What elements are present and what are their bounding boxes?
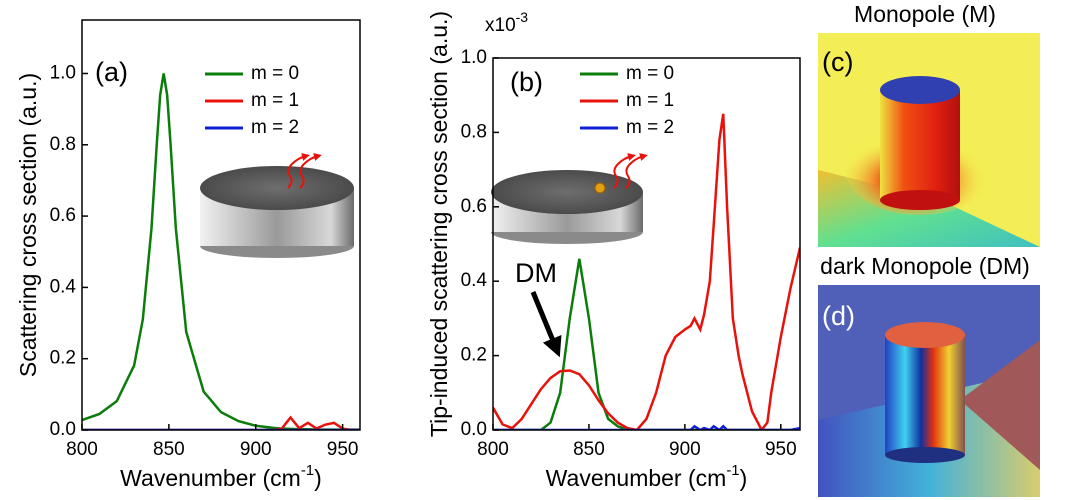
legend-label: m = 2	[626, 117, 674, 138]
y-tick-label: 0.2	[50, 348, 76, 369]
plot-frame	[492, 57, 801, 431]
series-line	[82, 415, 360, 430]
x-tick-label: 900	[240, 439, 272, 460]
panel-label: (d)	[822, 301, 855, 331]
y-tick-label: 0.6	[461, 196, 487, 217]
series-line	[493, 258, 800, 430]
legend-label: m = 2	[251, 117, 299, 138]
x-tick-label: 950	[765, 439, 797, 460]
x-axis-label-part: )	[314, 465, 322, 491]
y-tick-label: 0.8	[50, 134, 76, 155]
series-line	[493, 113, 800, 430]
x-axis-label-part: -1	[726, 462, 739, 479]
x-axis-label-part: Wavenumber (cm	[120, 465, 301, 491]
x-axis-label-part: )	[740, 465, 748, 491]
panel-label: (c)	[822, 47, 853, 77]
panel-label: (b)	[510, 67, 543, 97]
y-tick-label: 0.2	[461, 345, 487, 366]
image-d	[818, 285, 1040, 497]
y-tick-label: 0.8	[461, 121, 487, 142]
x-tick-label: 950	[327, 439, 359, 460]
y-tick-label: 0.4	[461, 270, 488, 291]
y-multiplier: x10-3	[485, 9, 528, 36]
y-tick-label: 1.0	[461, 47, 487, 68]
y-tick-label: 1.0	[50, 62, 76, 83]
y-tick-label: 0.0	[461, 419, 487, 440]
inset-a	[200, 153, 354, 258]
legend-label: m = 1	[626, 90, 674, 111]
x-axis-label-part: Wavenumber (cm	[546, 465, 727, 491]
y-tick-label: 0.6	[50, 205, 76, 226]
charts: m = 0 m = 1 m = 2 800 850 900 950 0.0 0.2 0.4 0.6 0…	[15, 1, 1030, 491]
legend-label: m = 0	[626, 63, 674, 84]
x-tick-label: 900	[669, 439, 701, 460]
image-title: Monopole (M)	[854, 1, 996, 27]
x-tick-label: 850	[573, 439, 605, 460]
panel-label: (a)	[95, 57, 128, 87]
y-axis-label: Tip-induced scattering cross section (a.…	[426, 11, 452, 437]
inset-b	[491, 153, 648, 244]
annotation: DM	[515, 258, 557, 288]
legend-label: m = 0	[251, 63, 299, 84]
y-tick-label: 0.4	[50, 276, 77, 297]
y-tick-label: 0.0	[50, 419, 76, 440]
y-axis-label: Scattering cross section (a.u.)	[15, 73, 41, 377]
chart: m = 0 m = 1 m = 2 800 850 900 950 0.0 0.2 0.4 0.6 0…	[15, 19, 361, 491]
x-axis-label-part: -1	[301, 462, 314, 479]
x-tick-label: 800	[66, 439, 98, 460]
legend-label: m = 1	[251, 90, 299, 111]
x-axis-label: Wavenumber (cm-1)	[546, 462, 748, 491]
x-tick-label: 850	[153, 439, 185, 460]
chart: m = 0 m = 1 m = 2 800 850 900 950 0.0 0.2 0.4 0.6 0…	[426, 9, 801, 491]
plot-frame	[81, 19, 361, 431]
image-title: dark Monopole (DM)	[820, 253, 1030, 279]
annotation-arrow	[530, 291, 562, 358]
x-axis-label: Wavenumber (cm-1)	[120, 462, 322, 491]
image-c	[818, 33, 1040, 247]
y-multiplier-part: -3	[516, 9, 529, 25]
x-tick-label: 800	[477, 439, 509, 460]
y-multiplier-part: x10	[485, 15, 516, 36]
